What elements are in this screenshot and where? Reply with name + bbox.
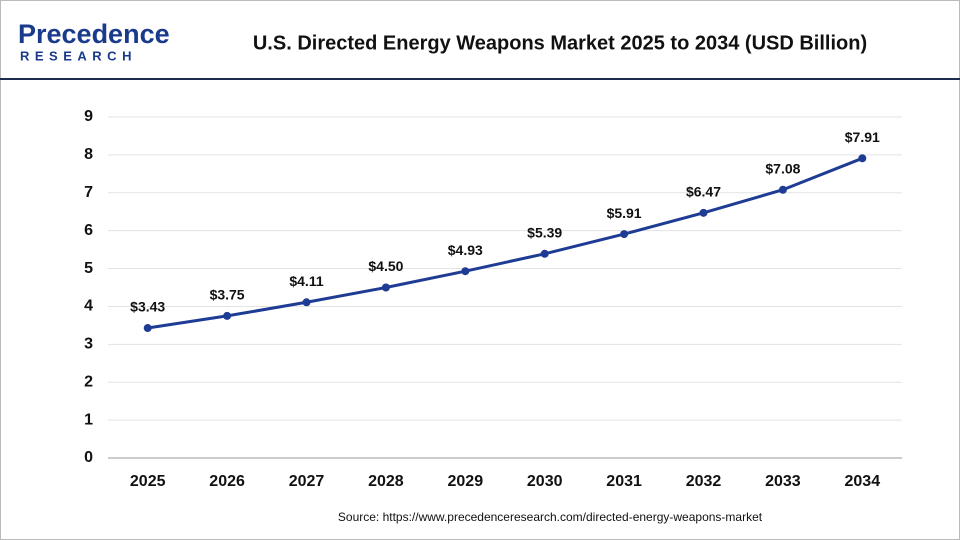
data-label: $6.47: [686, 184, 721, 200]
y-tick-label: 0: [84, 449, 93, 466]
data-label: $4.50: [368, 258, 403, 274]
data-label: $5.39: [527, 224, 562, 240]
y-tick-label: 9: [84, 108, 93, 125]
point: [620, 230, 629, 239]
logo-tagline: RESEARCH: [20, 48, 137, 63]
x-tick-label: 2034: [845, 473, 881, 490]
data-label: $4.11: [289, 273, 323, 289]
line: [147, 156, 863, 330]
y-tick-label: 6: [84, 222, 93, 239]
logo-name: Precedence: [18, 19, 170, 49]
y-tick-label: 3: [84, 336, 93, 353]
x-tick-label: 2033: [765, 473, 801, 490]
data-label: $4.93: [448, 242, 483, 258]
data-label: $3.75: [210, 287, 245, 303]
x-tick-label: 2026: [209, 473, 245, 490]
point: [858, 154, 867, 163]
x-tick-label: 2029: [448, 473, 484, 490]
x-tick-label: 2025: [130, 473, 166, 490]
point: [461, 267, 470, 276]
point: [302, 298, 311, 307]
y-tick-label: 7: [84, 184, 93, 201]
x-tick-label: 2031: [606, 473, 642, 490]
y-tick-label: 5: [84, 260, 93, 277]
y-tick-label: 1: [84, 411, 93, 428]
data-label: $3.43: [130, 299, 165, 315]
point: [699, 208, 708, 217]
x-tick-label: 2032: [686, 473, 722, 490]
point: [143, 324, 152, 333]
x-tick-label: 2028: [368, 473, 404, 490]
data-label: $7.91: [845, 129, 880, 145]
source: Source: https://www.precedenceresearch.c…: [338, 510, 763, 524]
y-tick-label: 2: [84, 373, 93, 390]
data-label: $5.91: [607, 205, 642, 221]
point: [223, 311, 232, 320]
data-label: $7.08: [765, 160, 800, 176]
x-tick-label: 2027: [289, 473, 325, 490]
y-tick-label: 4: [84, 298, 93, 315]
chart-title: U.S. Directed Energy Weapons Market 2025…: [253, 32, 867, 54]
x-tick-label: 2030: [527, 473, 563, 490]
point: [778, 185, 787, 194]
y-tick-label: 8: [84, 146, 93, 163]
point: [540, 249, 549, 258]
point: [381, 283, 390, 292]
